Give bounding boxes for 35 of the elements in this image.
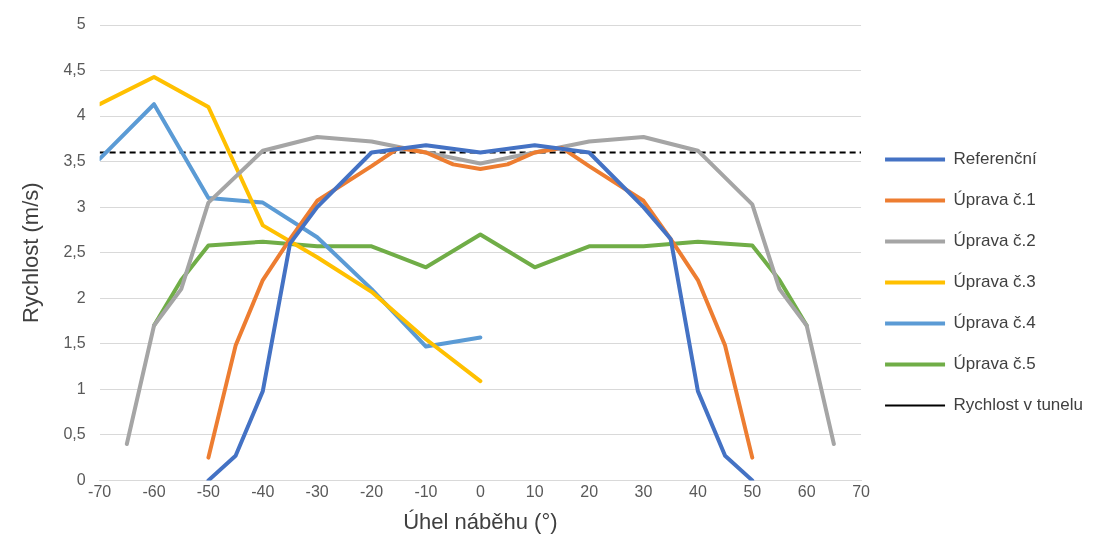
x-tick-label: 0 bbox=[475, 483, 485, 501]
legend-label: Úprava č.4 bbox=[953, 313, 1036, 333]
y-tick-label: 4,5 bbox=[63, 60, 86, 78]
legend-label: Úprava č.3 bbox=[953, 272, 1036, 292]
y-tick-label: 1,5 bbox=[63, 334, 86, 352]
y-tick-label: 2 bbox=[76, 288, 86, 306]
y-tick-label: 3 bbox=[76, 197, 86, 215]
x-tick-label: 30 bbox=[634, 483, 653, 501]
x-tick-label: 40 bbox=[688, 483, 707, 501]
legend-label: Rychlost v tunelu bbox=[953, 395, 1083, 415]
y-tick-label: 3,5 bbox=[63, 152, 86, 170]
x-tick-label: -30 bbox=[305, 483, 329, 501]
legend-label: Referenční bbox=[953, 149, 1037, 169]
x-tick-label: 10 bbox=[525, 483, 544, 501]
y-tick-label: 0,5 bbox=[63, 425, 86, 443]
x-tick-label: -40 bbox=[251, 483, 275, 501]
x-tick-label: -20 bbox=[360, 483, 384, 501]
x-tick-label: 20 bbox=[580, 483, 599, 501]
x-tick-label: -60 bbox=[142, 483, 166, 501]
y-tick-label: 1 bbox=[76, 379, 86, 397]
x-tick-label: -10 bbox=[414, 483, 438, 501]
y-tick-label: 2,5 bbox=[63, 243, 86, 261]
y-axis-title: Rychlost (m/s) bbox=[18, 182, 44, 323]
x-tick-label: -50 bbox=[196, 483, 221, 501]
y-tick-label: 0 bbox=[76, 470, 86, 488]
x-tick-label: 70 bbox=[852, 483, 871, 501]
legend-label: Úprava č.2 bbox=[953, 231, 1036, 251]
legend-label: Úprava č.5 bbox=[953, 354, 1036, 374]
legend-label: Úprava č.1 bbox=[953, 190, 1036, 210]
x-tick-label: -70 bbox=[88, 483, 112, 501]
y-tick-label: 5 bbox=[76, 15, 86, 33]
y-tick-label: 4 bbox=[76, 106, 86, 124]
x-axis-title: Úhel náběhu (°) bbox=[403, 508, 558, 534]
x-tick-label: 50 bbox=[743, 483, 762, 501]
x-tick-label: 60 bbox=[797, 483, 816, 501]
